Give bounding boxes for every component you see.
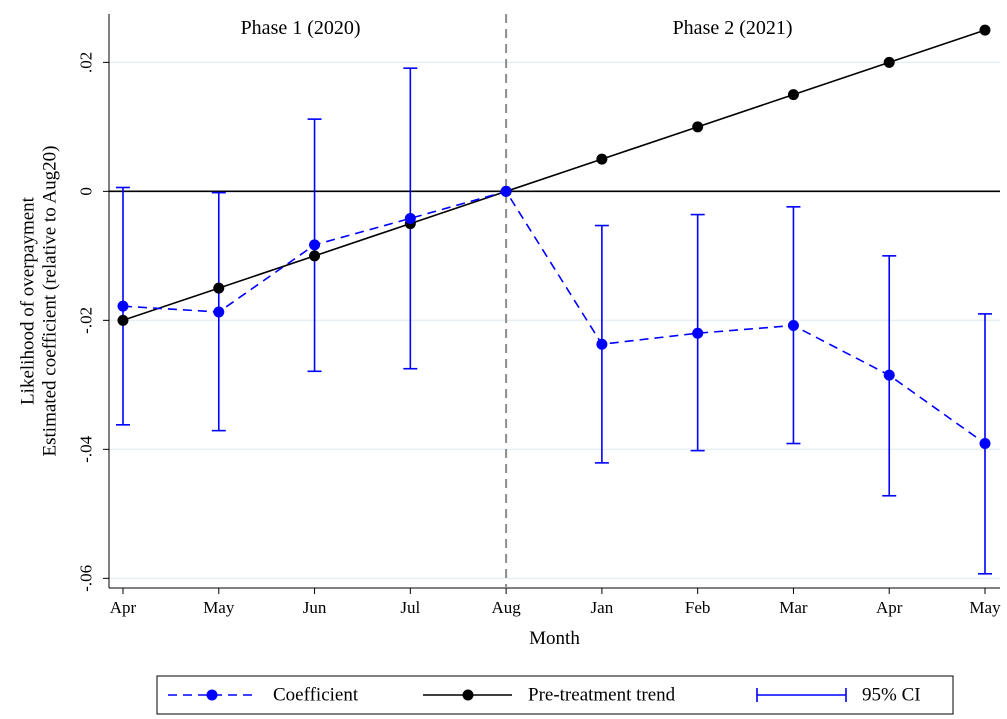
y-axis-title: Likelihood of overpayment Estimated coef… [18, 146, 61, 457]
coefficient-point [692, 327, 704, 339]
x-tick-label: May [969, 598, 1001, 617]
x-tick-label: Jun [303, 598, 327, 617]
x-tick-label: Jan [591, 598, 614, 617]
legend-ci-label: 95% CI [862, 685, 921, 706]
trend-point [692, 121, 704, 133]
x-axis-title: Month [529, 628, 580, 649]
pre-treatment-trend-series [117, 24, 991, 326]
coefficient-point [213, 306, 225, 318]
coefficient-point [596, 338, 608, 350]
trend-point [213, 282, 225, 294]
legend-coefficient-marker [206, 689, 218, 701]
y-axis-title-line-1: Likelihood of overpayment [18, 196, 39, 405]
coefficient-point [309, 239, 321, 251]
x-tick-label: Jul [400, 598, 420, 617]
trend-point [979, 24, 991, 36]
phase-2-label: Phase 2 (2021) [673, 17, 793, 39]
trend-point [787, 89, 799, 101]
trend-point [883, 56, 895, 68]
legend-entry-coefficient: Coefficient [168, 685, 359, 706]
legend-coefficient-label: Coefficient [273, 685, 359, 706]
coefficient-point [117, 300, 129, 312]
trend-line [122, 29, 986, 322]
coefficient-line [122, 190, 986, 445]
legend-entry-ci: 95% CI [756, 685, 921, 706]
coefficient-series [117, 185, 991, 450]
legend-trend-marker [462, 689, 474, 701]
y-tick-label: -.04 [77, 435, 96, 462]
x-tick-label: May [203, 598, 235, 617]
x-tick-label: Apr [876, 598, 903, 617]
trend-point [596, 153, 608, 165]
trend-point [117, 314, 129, 326]
coefficient-point [500, 185, 512, 197]
y-tick-label: 0 [77, 187, 96, 196]
trend-point [309, 250, 321, 262]
coefficient-point [883, 369, 895, 381]
x-tick-label: Mar [779, 598, 808, 617]
y-tick-label: -.02 [77, 307, 96, 334]
y-axis-title-line-2: Estimated coefficient (relative to Aug20… [40, 146, 61, 457]
plot-area: .02 0 -.02 -.04 -.06 Apr May Jun Jul Aug Jan Feb Ma… [77, 14, 1001, 617]
x-tick-label: Feb [685, 598, 711, 617]
phase-1-label: Phase 1 (2020) [241, 17, 361, 39]
coefficient-point [979, 438, 991, 450]
coefficient-point [404, 212, 416, 224]
x-axis-ticks: Apr May Jun Jul Aug Jan Feb Mar Apr May [110, 588, 1001, 617]
legend-trend-label: Pre-treatment trend [528, 685, 676, 706]
y-tick-label: -.06 [77, 565, 96, 592]
coefficient-point [787, 320, 799, 332]
legend-entry-trend: Pre-treatment trend [423, 685, 676, 706]
y-tick-label: .02 [77, 52, 96, 73]
x-tick-label: Apr [110, 598, 137, 617]
gridlines [109, 61, 1000, 580]
y-axis-ticks: .02 0 -.02 -.04 -.06 [77, 52, 109, 592]
x-tick-label: Aug [491, 598, 521, 617]
legend: Coefficient Pre-treatment trend 95% CI [156, 675, 954, 715]
